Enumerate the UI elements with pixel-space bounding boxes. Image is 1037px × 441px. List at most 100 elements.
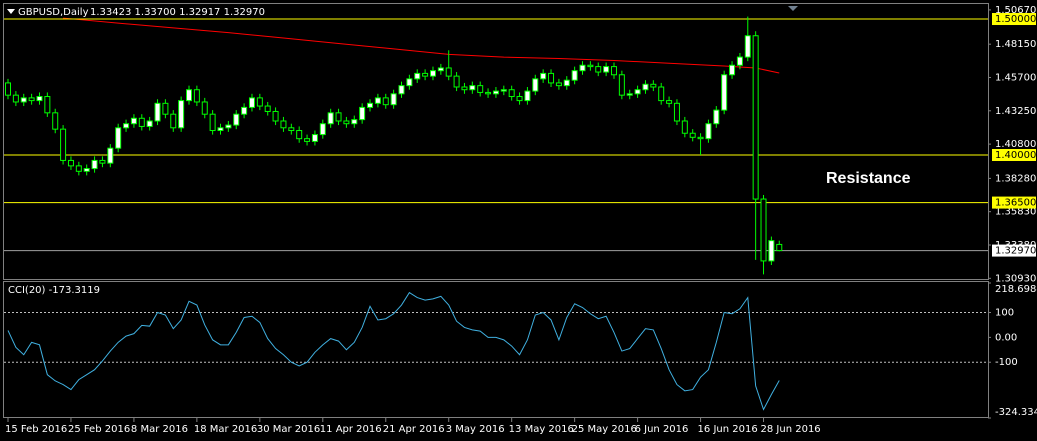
candle-body [248, 97, 255, 108]
candle-body [327, 112, 334, 125]
candle-body [469, 85, 476, 91]
cci-y-tick-label: 100 [995, 308, 1014, 319]
y-tick-label: 1.50670 [995, 5, 1036, 16]
cci-pane [3, 281, 989, 418]
candle-body [256, 97, 263, 107]
candle-body [689, 132, 696, 138]
level-label-bg [992, 148, 1036, 161]
candle-body [697, 136, 704, 140]
candle-body [453, 75, 460, 88]
candle-body [367, 102, 374, 108]
level-label: 1.36500 [995, 198, 1036, 209]
candle-body [28, 97, 35, 102]
candle-body [264, 105, 271, 112]
candle-body [225, 124, 232, 129]
x-tick-label: 16 Jun 2016 [698, 424, 758, 435]
candle-body [343, 120, 350, 125]
candle-body [736, 56, 743, 66]
candle-body [12, 94, 19, 103]
x-tick-label: 3 May 2016 [446, 424, 505, 435]
candle-body [658, 86, 665, 102]
candle-body [201, 101, 208, 115]
cci-y-tick-label: 218.6984 [995, 284, 1037, 295]
level-label: 1.50000 [995, 14, 1036, 25]
x-tick-label: 15 Feb 2016 [5, 424, 67, 435]
candle-body [477, 85, 484, 93]
candle-body [272, 110, 279, 122]
candle-body [516, 96, 523, 102]
candle-body [154, 102, 161, 122]
cci-y-tick-label: -100 [995, 357, 1018, 368]
candle-body [776, 243, 783, 252]
candle-body [634, 89, 641, 95]
candle-body [5, 82, 11, 96]
candle-body [193, 89, 200, 103]
candle-body [579, 64, 586, 72]
candle-body [359, 106, 366, 121]
candle-body [99, 159, 106, 164]
x-tick-label: 6 Jun 2016 [635, 424, 689, 435]
x-tick-label: 18 Mar 2016 [194, 424, 257, 435]
candle-body [422, 72, 429, 77]
candle-body [610, 66, 617, 76]
x-tick-label: 21 Apr 2016 [383, 424, 445, 435]
candle-body [626, 93, 633, 96]
candle-body [673, 102, 680, 122]
ohlc: 1.33423 1.33700 1.32917 1.32970 [90, 7, 265, 18]
y-tick-label: 1.40800 [995, 139, 1036, 150]
candle-body [508, 89, 515, 98]
candle-body [91, 159, 98, 170]
candle-body [83, 168, 90, 172]
candle-body [571, 70, 578, 81]
y-tick-label: 1.45700 [995, 72, 1036, 83]
x-tick-label: 28 Jun 2016 [761, 424, 821, 435]
candle-body [115, 127, 122, 149]
candle-body [319, 123, 326, 136]
menu-arrow [7, 9, 15, 14]
candle-body [595, 66, 602, 73]
candle-body [130, 117, 137, 125]
shift-marker [788, 6, 798, 11]
cci-y-tick-label: 0.00 [995, 332, 1017, 343]
candle-body [75, 165, 82, 172]
candle-body [642, 83, 649, 91]
candle-body [374, 97, 381, 104]
candle-body [713, 109, 720, 125]
candle-body [445, 67, 452, 77]
candle-body [414, 72, 421, 80]
symbol: GBPUSD,Daily [18, 7, 89, 18]
candle-body [52, 112, 59, 130]
candle-body [351, 119, 358, 125]
candle-body [186, 89, 193, 102]
candle-body [752, 35, 759, 200]
x-tick-label: 25 Feb 2016 [68, 424, 130, 435]
cci-line [7, 291, 780, 411]
candle-body [382, 97, 389, 106]
candle-body [437, 67, 444, 72]
candle-body [548, 72, 555, 84]
candle-body [398, 85, 405, 95]
candle-body [178, 100, 185, 129]
candle-body [311, 134, 318, 142]
candle-body [744, 35, 751, 58]
candle-body [280, 120, 287, 129]
price-pane [3, 3, 989, 280]
candle-body [67, 159, 74, 167]
candle-body [107, 147, 114, 164]
candle-body [524, 90, 531, 102]
candle-body [335, 112, 342, 122]
annotation: Resistance [826, 170, 911, 187]
candle-body [390, 93, 397, 106]
x-tick-label: 8 Mar 2016 [131, 424, 188, 435]
level-label: 1.40000 [995, 150, 1036, 161]
candle-body [705, 123, 712, 140]
level-label-bg [992, 13, 1036, 26]
candle-body [20, 97, 27, 103]
candle-body [60, 128, 67, 161]
candle-body [241, 106, 248, 115]
candle-body [760, 198, 767, 262]
candle-body [461, 86, 468, 91]
candle-body [233, 113, 240, 126]
candle-body [721, 74, 728, 111]
